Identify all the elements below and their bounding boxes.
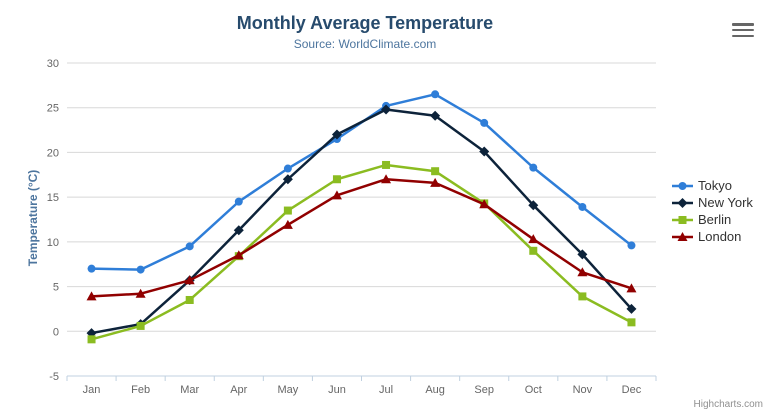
x-axis: [66, 375, 657, 381]
legend-marker-london: [677, 231, 688, 241]
series-tokyo: [87, 90, 636, 274]
series-line-berlin: [90, 163, 633, 341]
point-berlin-jun[interactable]: [332, 175, 341, 184]
point-new-york-jul[interactable]: [381, 104, 392, 115]
x-tick-label: Sep: [474, 384, 494, 396]
x-tick-label: Jan: [83, 384, 101, 396]
legend-label: Berlin: [698, 212, 732, 227]
legend-marker-tokyo: [678, 181, 687, 190]
gridlines: [67, 62, 656, 377]
legend-item-berlin[interactable]: Berlin: [672, 211, 753, 228]
diamond-marker-icon: [672, 197, 693, 208]
point-london-sep[interactable]: [479, 199, 490, 209]
y-axis-title: Temperature (°C): [26, 169, 40, 267]
point-berlin-nov[interactable]: [578, 292, 587, 301]
point-new-york-sep[interactable]: [479, 146, 490, 157]
series-line-london: [90, 178, 633, 298]
y-tick-label: -5: [49, 371, 59, 383]
credits-link[interactable]: Highcharts.com: [693, 399, 763, 410]
point-london-nov[interactable]: [577, 267, 588, 277]
point-new-york-oct[interactable]: [528, 200, 539, 211]
chart-title: Monthly Average Temperature: [236, 13, 494, 33]
y-tick-label: 5: [53, 282, 59, 294]
x-axis-labels: Jan Feb Mar Apr May Jun Jul Aug Sep Oct Nov Dec: [83, 384, 642, 396]
point-london-jun[interactable]: [331, 190, 342, 200]
x-tick-label: Jun: [328, 384, 346, 396]
point-new-york-aug[interactable]: [430, 110, 441, 121]
series-line-tokyo: [90, 93, 633, 271]
point-berlin-aug[interactable]: [431, 167, 440, 176]
series-new-york: [86, 104, 637, 339]
point-london-dec[interactable]: [626, 283, 637, 293]
x-tick-label: Nov: [573, 384, 593, 396]
legend-label: New York: [698, 195, 753, 210]
legend-marker-berlin: [678, 215, 687, 224]
point-berlin-dec[interactable]: [627, 318, 636, 327]
point-tokyo-oct[interactable]: [529, 163, 538, 172]
series-london: [86, 174, 637, 301]
point-london-feb[interactable]: [135, 288, 146, 298]
point-london-apr[interactable]: [233, 250, 244, 260]
legend-label: Tokyo: [698, 178, 732, 193]
y-tick-label: 30: [47, 58, 59, 70]
point-berlin-jan[interactable]: [87, 335, 96, 344]
point-berlin-may[interactable]: [283, 206, 292, 215]
point-berlin-mar[interactable]: [185, 295, 194, 304]
point-london-mar[interactable]: [184, 275, 195, 285]
x-tick-label: Mar: [180, 384, 199, 396]
point-berlin-oct[interactable]: [529, 246, 538, 255]
point-new-york-nov[interactable]: [577, 249, 588, 260]
x-tick-label: Dec: [622, 384, 642, 396]
point-london-jul[interactable]: [381, 174, 392, 184]
x-tick-label: Feb: [131, 384, 150, 396]
point-tokyo-may[interactable]: [283, 164, 292, 173]
triangle-marker-icon: [672, 231, 693, 241]
point-tokyo-feb[interactable]: [136, 265, 145, 274]
y-tick-label: 20: [47, 147, 59, 159]
circle-marker-icon: [672, 181, 693, 190]
legend-marker-new-york: [677, 197, 688, 208]
square-marker-icon: [672, 215, 693, 224]
legend-item-london[interactable]: London: [672, 228, 753, 245]
point-tokyo-aug[interactable]: [431, 90, 440, 99]
point-berlin-feb[interactable]: [136, 321, 145, 330]
point-london-oct[interactable]: [528, 234, 539, 244]
point-new-york-may[interactable]: [282, 174, 293, 185]
point-tokyo-nov[interactable]: [578, 202, 587, 211]
x-tick-label: Apr: [230, 384, 247, 396]
x-tick-label: Jul: [379, 384, 393, 396]
point-london-jan[interactable]: [86, 291, 97, 301]
y-tick-label: 0: [53, 326, 59, 338]
x-tick-label: Oct: [525, 384, 542, 396]
point-new-york-apr[interactable]: [233, 225, 244, 236]
x-tick-label: Aug: [425, 384, 445, 396]
legend-label: London: [698, 229, 742, 244]
y-tick-label: 25: [47, 103, 59, 115]
point-tokyo-sep[interactable]: [480, 118, 489, 127]
point-berlin-jul[interactable]: [382, 160, 391, 169]
point-london-may[interactable]: [282, 219, 293, 229]
point-tokyo-mar[interactable]: [185, 242, 194, 251]
x-tick-label: May: [277, 384, 298, 396]
legend-item-new-york[interactable]: New York: [672, 194, 753, 211]
point-tokyo-dec[interactable]: [627, 241, 636, 250]
point-london-aug[interactable]: [430, 177, 441, 187]
y-tick-label: 10: [47, 237, 59, 249]
export-menu-button[interactable]: [732, 23, 754, 37]
y-tick-label: 15: [47, 192, 59, 204]
point-tokyo-apr[interactable]: [234, 197, 243, 206]
series-line-new-york: [90, 108, 633, 335]
legend: Tokyo New York Berlin London: [672, 177, 753, 245]
point-new-york-jun[interactable]: [331, 129, 342, 140]
point-new-york-dec[interactable]: [626, 303, 637, 314]
legend-item-tokyo[interactable]: Tokyo: [672, 177, 753, 194]
chart-subtitle: Source: WorldClimate.com: [293, 37, 437, 51]
point-tokyo-jan[interactable]: [87, 264, 96, 273]
y-axis-labels: -5 0 5 10 15 20 25 30: [47, 58, 59, 383]
